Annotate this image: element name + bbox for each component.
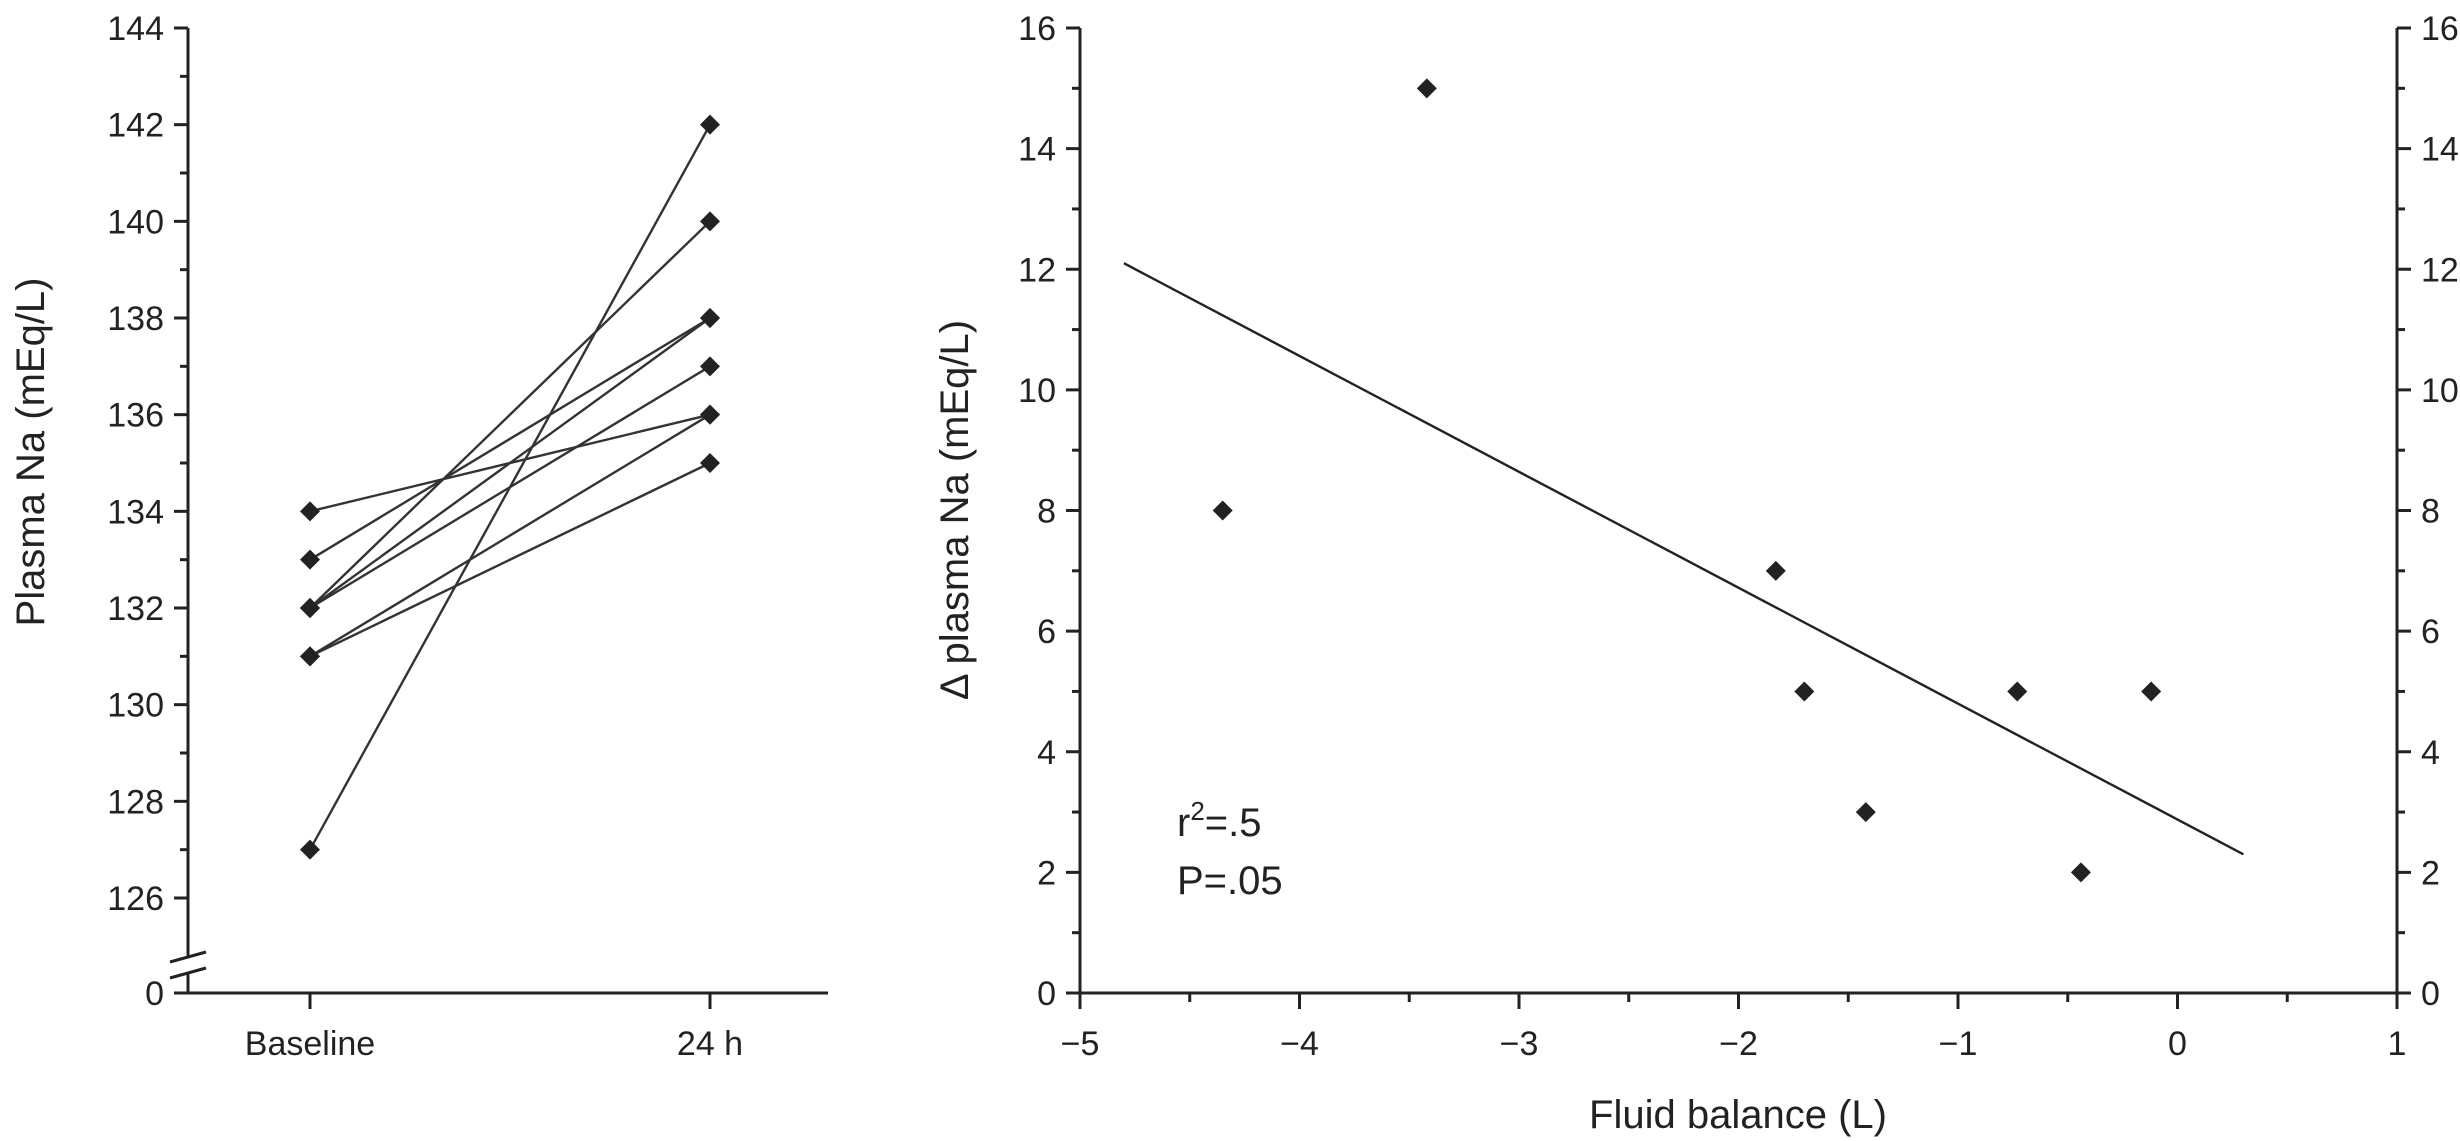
right-y-tick-label-right-14: 14 [2421, 131, 2459, 169]
left-y-tick-label-132: 132 [107, 590, 164, 628]
p-value-annotation: P=.05 [1177, 859, 1283, 903]
left-connector-line-3 [309, 317, 711, 609]
r2-prefix: r [1177, 801, 1190, 845]
right-y-tick-label-left-14: 14 [1018, 131, 1056, 169]
right-x-tick-label-0: −5 [1061, 1025, 1100, 1063]
right-y-tick-label-left-4: 4 [1037, 734, 1056, 772]
right-y-axis-label: Δ plasma Na (mEq/L) [933, 320, 977, 700]
scatter-point-4 [1855, 802, 1876, 823]
left-y-tick-label-126: 126 [107, 880, 164, 918]
left-y-tick-label-130: 130 [107, 687, 164, 725]
left-y-tick-label-136: 136 [107, 397, 164, 435]
scatter-point-1 [1416, 78, 1437, 99]
scatter-point-3 [1794, 681, 1815, 702]
left-y-tick-label-0: 0 [145, 975, 164, 1013]
left-connector-line-1 [309, 316, 711, 561]
regression-line [1123, 262, 2244, 856]
right-x-tick-label-6: 1 [2388, 1025, 2407, 1063]
scatter-point-7 [2141, 681, 2162, 702]
left-connector-line-4 [309, 220, 711, 609]
scatter-point-6 [2070, 862, 2091, 883]
left-panel-paired-plot: 0 126 128 130 132 134 136 138 140 142 144 Baseline… [9, 10, 828, 1063]
right-y-tick-label-right-8: 8 [2421, 493, 2440, 531]
right-x-tick-label-1: −4 [1280, 1025, 1319, 1063]
left-connector-line-7 [308, 124, 712, 851]
right-y-ticks: 0 0 2 2 4 4 6 6 8 8 10 10 12 12 14 14 16 16 [1018, 10, 2459, 1013]
right-x-tick-label-5: 0 [2168, 1025, 2187, 1063]
baseline-marker-4 [300, 598, 320, 618]
right-x-axis-label: Fluid balance (L) [1589, 1093, 1887, 1137]
left-connector-line-6 [309, 413, 711, 658]
right-y-tick-label-left-10: 10 [1018, 372, 1056, 410]
left-x-ticks: Baseline 24 h [245, 993, 743, 1063]
left-y-tick-label-140: 140 [107, 203, 164, 241]
r2-superscript: 2 [1190, 796, 1204, 826]
scatter-point-5 [2007, 681, 2028, 702]
h24-marker-2 [700, 356, 720, 377]
baseline-marker-1 [300, 549, 320, 570]
h24-marker-4 [700, 211, 720, 232]
left-x-tick-label-0: Baseline [245, 1025, 375, 1063]
baseline-marker-6 [300, 646, 320, 667]
baseline-marker-7 [300, 839, 320, 860]
h24-marker-3 [700, 308, 720, 328]
left-x-tick-label-1: 24 h [677, 1025, 743, 1063]
right-y-tick-label-left-6: 6 [1037, 613, 1056, 651]
left-y-tick-label-138: 138 [107, 300, 164, 338]
right-y-tick-label-left-0: 0 [1037, 975, 1056, 1013]
left-y-tick-label-134: 134 [107, 493, 164, 531]
baseline-marker-0 [300, 501, 320, 522]
left-y-ticks: 0 126 128 130 132 134 136 138 140 142 144 [107, 10, 188, 1013]
h24-marker-7 [700, 114, 720, 135]
left-connector-lines [308, 124, 712, 851]
right-y-tick-label-right-2: 2 [2421, 854, 2440, 892]
right-y-tick-label-right-4: 4 [2421, 734, 2440, 772]
right-x-ticks: −5 −4 −3 −2 −1 0 1 [1061, 993, 2407, 1063]
right-y-tick-label-right-12: 12 [2421, 251, 2459, 289]
r-squared-annotation: r2=.5 [1177, 796, 1262, 845]
scatter-point-2 [1765, 560, 1786, 581]
right-y-tick-label-left-2: 2 [1037, 854, 1056, 892]
left-markers [300, 114, 720, 860]
r2-value: =.5 [1205, 801, 1262, 845]
axis-break-mark-upper [169, 950, 207, 964]
left-connector-line-5 [309, 461, 711, 658]
h24-marker-6 [700, 404, 720, 425]
right-y-tick-label-left-12: 12 [1018, 251, 1056, 289]
right-y-tick-label-right-10: 10 [2421, 372, 2459, 410]
scatter-point-0 [1212, 500, 1233, 521]
right-x-tick-label-2: −3 [1500, 1025, 1539, 1063]
h24-marker-5 [700, 453, 720, 473]
left-y-axis-label: Plasma Na (mEq/L) [9, 278, 53, 627]
left-y-tick-label-142: 142 [107, 107, 164, 145]
right-y-tick-label-right-0: 0 [2421, 975, 2440, 1013]
scatter-points [1212, 78, 2162, 883]
left-y-tick-label-144: 144 [107, 10, 164, 48]
right-y-tick-label-right-6: 6 [2421, 613, 2440, 651]
right-y-tick-label-left-16: 16 [1018, 10, 1056, 48]
left-y-tick-label-128: 128 [107, 783, 164, 821]
right-y-tick-label-right-16: 16 [2421, 10, 2459, 48]
right-x-tick-label-3: −2 [1719, 1025, 1758, 1063]
right-y-tick-label-left-8: 8 [1037, 493, 1056, 531]
axis-break-mark-lower [169, 966, 207, 980]
right-x-tick-label-4: −1 [1939, 1025, 1978, 1063]
